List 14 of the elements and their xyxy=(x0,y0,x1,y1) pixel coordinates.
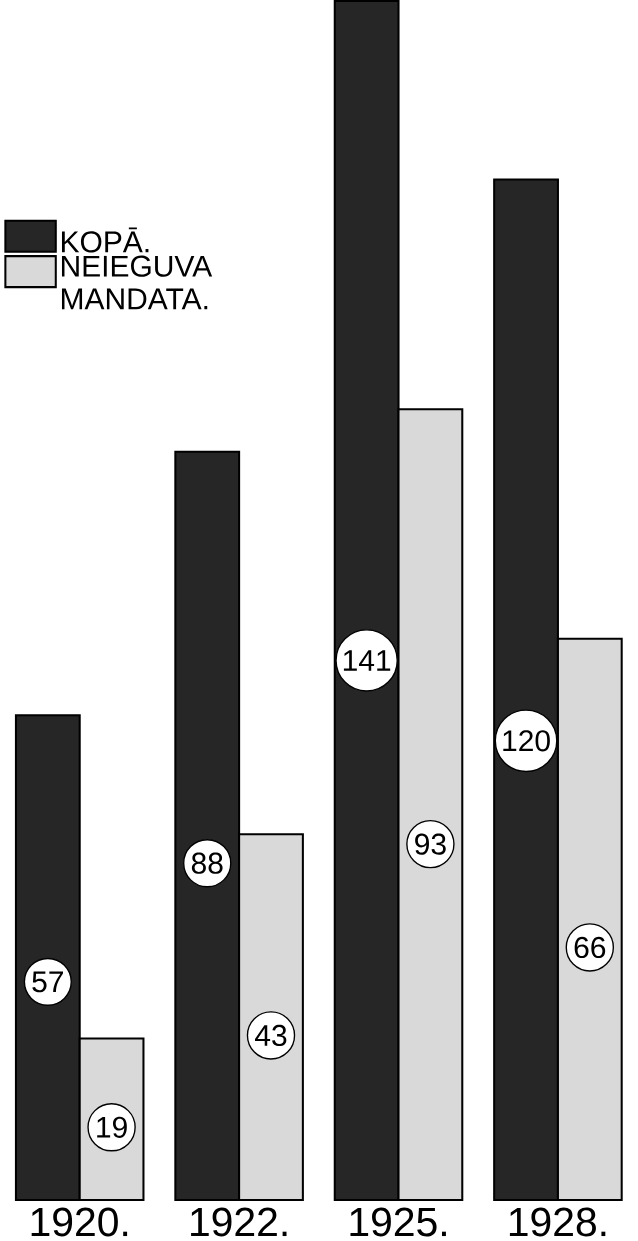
data-label: 88 xyxy=(192,852,223,874)
x-tick-label: 1922. xyxy=(191,1207,287,1237)
x-tick-label: 1920. xyxy=(31,1207,128,1237)
legend-label: KOPĀ. xyxy=(62,227,149,253)
data-label: 43 xyxy=(255,1024,287,1047)
data-label: 141 xyxy=(344,650,391,671)
legend-label: NEIEGUVA MANDATA. xyxy=(62,255,213,310)
x-tick-label: 1928. xyxy=(510,1207,606,1237)
x-tick-label: 1925. xyxy=(350,1207,447,1237)
data-label: 120 xyxy=(503,730,551,752)
data-label: 66 xyxy=(574,936,606,959)
data-label: 93 xyxy=(415,833,446,855)
data-label: 57 xyxy=(32,971,64,993)
data-label: 19 xyxy=(97,1116,128,1138)
